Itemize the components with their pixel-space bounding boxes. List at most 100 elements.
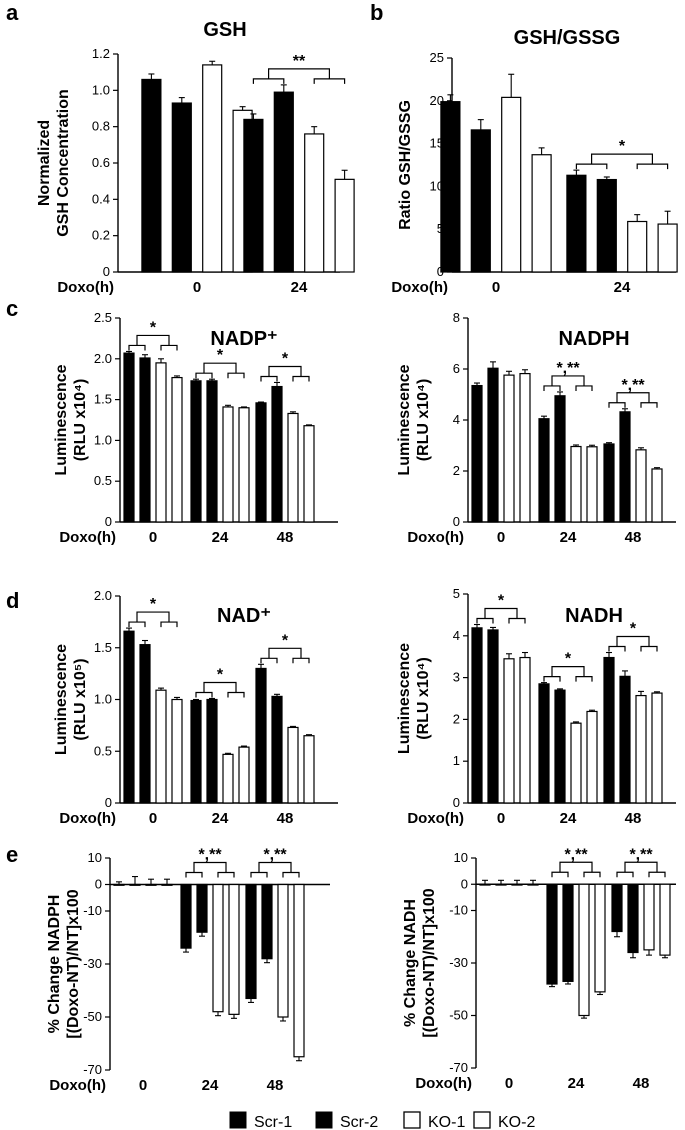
y-tick-label: -30 <box>83 956 102 971</box>
bar-scr-2 <box>554 689 566 804</box>
bar-ko-1 <box>212 883 224 1013</box>
significance-label: ** <box>293 53 306 70</box>
bar-ko-2 <box>651 468 663 523</box>
bar-scr-2 <box>171 102 192 273</box>
category-label: 48 <box>277 529 294 546</box>
bar-ko-2 <box>657 223 678 273</box>
y-tick-label: 25 <box>430 50 444 65</box>
significance-label: * <box>619 138 626 155</box>
y-tick-label: 1.5 <box>94 640 112 655</box>
significance-label: *,** <box>198 847 222 864</box>
legend-swatch-scr2 <box>315 1111 333 1129</box>
significance-label: *,** <box>564 846 588 863</box>
significance-bracket <box>250 871 268 878</box>
y-tick-label: 3 <box>453 670 460 685</box>
category-label: 48 <box>625 529 642 546</box>
significance-bracket <box>583 871 601 878</box>
bar-scr-2 <box>273 91 294 273</box>
bar-ko-2 <box>303 735 315 804</box>
y-tick-label: -10 <box>449 903 468 918</box>
y-axis-label: (RLU x10⁴) <box>415 657 432 740</box>
y-tick-label: -70 <box>83 1062 102 1077</box>
y-tick-label: 2.0 <box>94 351 112 366</box>
bar-scr-1 <box>255 667 267 804</box>
significance-bracket <box>203 681 237 693</box>
y-tick-label: 0 <box>461 876 468 891</box>
x-axis-label: Doxo(h) <box>57 279 114 296</box>
bar-ko-1 <box>222 406 234 523</box>
bar-ko-1 <box>635 694 647 804</box>
bar-ko-1 <box>304 133 325 273</box>
y-tick-label: 1.0 <box>92 82 110 97</box>
bar-ko-2 <box>293 883 305 1058</box>
bar-scr-1 <box>245 883 257 1000</box>
bar-ko-1 <box>627 220 648 273</box>
legend: Scr-1 Scr-2 KO-1 KO-2 <box>229 1111 535 1130</box>
chart-title: GSH <box>203 19 246 41</box>
y-axis-label: Luminescence <box>396 643 413 754</box>
chart-e2: 10 0 -10 -30 -50 -70 % Change NADH [(Doxo-NT)/N… <box>402 846 676 1092</box>
y-axis-label: (RLU x10⁴) <box>72 379 89 462</box>
y-tick-label: 10 <box>454 850 468 865</box>
significance-bracket <box>195 372 213 379</box>
significance-bracket <box>260 657 278 664</box>
y-axis-label: GSH Concentration <box>55 89 72 237</box>
bar-scr-2 <box>206 380 218 523</box>
bar-scr-1 <box>566 174 587 273</box>
significance-bracket <box>608 645 626 652</box>
category-label: 0 <box>149 810 157 827</box>
bar-ko-1 <box>635 449 647 523</box>
y-tick-label: 0.5 <box>94 743 112 758</box>
category-label: 0 <box>497 529 505 546</box>
y-axis-label: % Change NADPH <box>46 895 63 1034</box>
y-tick-label: 0 <box>105 795 112 810</box>
category-label: 0 <box>193 279 201 296</box>
bar-scr-1 <box>611 883 623 933</box>
significance-bracket <box>136 334 170 346</box>
bar-ko-1 <box>578 883 590 1017</box>
bar-ko-1 <box>503 658 515 804</box>
bar-scr-2 <box>627 883 639 954</box>
y-tick-label: 1 <box>453 753 460 768</box>
significance-bracket <box>484 607 518 619</box>
bar-ko-2 <box>171 376 183 523</box>
bar-ko-1 <box>222 753 234 804</box>
bar-ko-2 <box>594 883 606 993</box>
category-label: 24 <box>212 529 229 546</box>
bar-ko-1 <box>202 64 223 273</box>
significance-bracket <box>551 375 585 386</box>
bar-scr-2 <box>139 644 151 804</box>
y-axis-label: Luminescence <box>53 364 70 475</box>
significance-bracket <box>559 861 593 873</box>
significance-label: * <box>282 632 289 649</box>
significance-bracket <box>508 617 526 624</box>
bar-ko-1 <box>145 883 157 886</box>
chart-c1: 0 0.5 1.0 1.5 2.0 2.5 Luminescence (RLU x10⁴) NA… <box>53 310 338 546</box>
category-label: 24 <box>202 1077 219 1094</box>
chart-title: NAD⁺ <box>217 605 271 627</box>
category-label: 48 <box>633 1075 650 1092</box>
bar-ko-2 <box>586 446 598 523</box>
bar-scr-2 <box>196 883 208 933</box>
y-axis-label: Luminescence <box>396 364 413 475</box>
bar-scr-2 <box>554 395 566 523</box>
legend-label-ko2: KO-2 <box>498 1114 535 1130</box>
panel-letter-d: d <box>6 588 19 613</box>
y-tick-label: 1.5 <box>94 392 112 407</box>
bar-scr-1 <box>141 78 162 273</box>
bar-scr-1 <box>180 883 192 949</box>
bar-ko-2 <box>238 407 250 523</box>
significance-bracket <box>624 861 658 873</box>
significance-bracket <box>227 691 245 698</box>
significance-bracket <box>128 344 146 351</box>
chart-d1: 0 0.5 1.0 1.5 2.0 Luminescence (RLU x10⁵) NAD⁺ D… <box>53 588 338 827</box>
significance-bracket <box>260 375 278 382</box>
y-axis-label: % Change NADH <box>402 899 419 1027</box>
bar-ko-1 <box>643 883 655 951</box>
bar-ko-2 <box>586 710 598 804</box>
bar-ko-2 <box>527 883 539 886</box>
chart-title: NADH <box>565 605 623 627</box>
y-tick-label: 2 <box>453 711 460 726</box>
